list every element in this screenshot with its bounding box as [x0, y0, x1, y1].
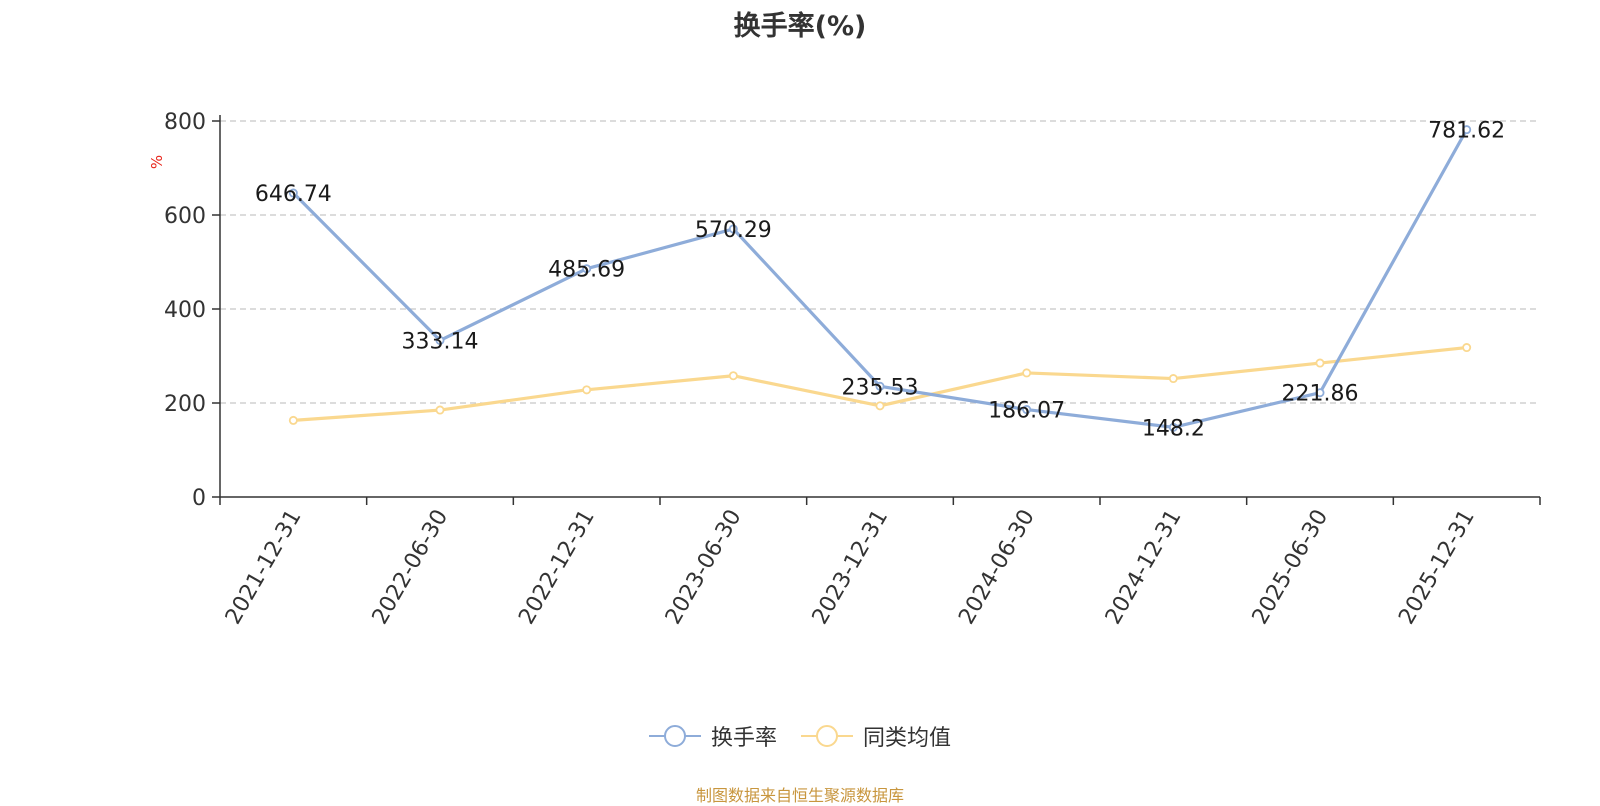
legend-item-turnover[interactable]: 换手率	[648, 720, 777, 752]
legend-item-peer-average[interactable]: 同类均值	[801, 720, 951, 752]
data-label: 646.74	[255, 182, 332, 207]
legend-label-turnover: 换手率	[710, 726, 777, 751]
data-point	[582, 385, 592, 395]
y-tick-label: 600	[164, 204, 206, 229]
data-label: 781.62	[1428, 119, 1505, 144]
data-point	[1168, 422, 1178, 432]
data-point	[582, 264, 592, 274]
data-label: 570.29	[695, 218, 772, 243]
data-point	[1022, 405, 1032, 415]
data-point	[435, 335, 445, 345]
data-point	[288, 188, 298, 198]
x-tick-label: 2022-06-30	[368, 506, 454, 629]
data-label: 235.53	[842, 375, 919, 400]
x-tick-label: 2024-12-31	[1101, 506, 1187, 629]
data-point	[435, 405, 445, 415]
x-tick-label: 2024-06-30	[954, 506, 1040, 629]
data-point	[1168, 374, 1178, 384]
y-tick-label: 400	[164, 298, 206, 323]
legend-swatch-peer-average	[801, 725, 853, 747]
y-axis-label: %	[148, 155, 166, 169]
x-tick-label: 2025-12-31	[1394, 506, 1480, 629]
data-point	[1462, 343, 1472, 353]
data-point	[1022, 368, 1032, 378]
data-label: 221.86	[1282, 382, 1359, 407]
data-point	[1315, 388, 1325, 398]
x-tick-label: 2022-12-31	[514, 506, 600, 629]
y-tick-label: 0	[192, 486, 206, 511]
chart-title: 换手率(%)	[733, 11, 867, 42]
legend-label-peer-average: 同类均值	[863, 726, 952, 751]
data-label: 485.69	[548, 258, 625, 283]
source-note: 制图数据来自恒生聚源数据库	[695, 786, 904, 805]
data-point	[875, 381, 885, 391]
data-point	[875, 401, 885, 411]
series-layer	[288, 125, 1472, 432]
data-point	[1462, 125, 1472, 135]
legend: 换手率 同类均值	[0, 720, 1600, 752]
x-tick-label: 2021-12-31	[221, 506, 307, 629]
data-point	[1315, 358, 1325, 368]
data-label: 148.2	[1142, 416, 1205, 441]
data-label: 186.07	[988, 399, 1065, 424]
x-tick-label: 2023-12-31	[808, 506, 894, 629]
legend-swatch-turnover	[648, 725, 701, 747]
data-label-layer: 646.74 333.14 485.69 570.29 235.53 186.07 148.…	[255, 119, 1505, 442]
x-tick-label: 2025-06-30	[1248, 506, 1334, 629]
grid-layer	[220, 120, 1540, 404]
x-tick-label: 2023-06-30	[661, 506, 747, 629]
data-label: 333.14	[402, 329, 479, 354]
y-tick-label: 800	[164, 110, 206, 135]
data-point	[728, 371, 738, 381]
y-tick-label: 200	[164, 392, 206, 417]
data-point	[728, 224, 738, 234]
data-point	[288, 415, 298, 425]
